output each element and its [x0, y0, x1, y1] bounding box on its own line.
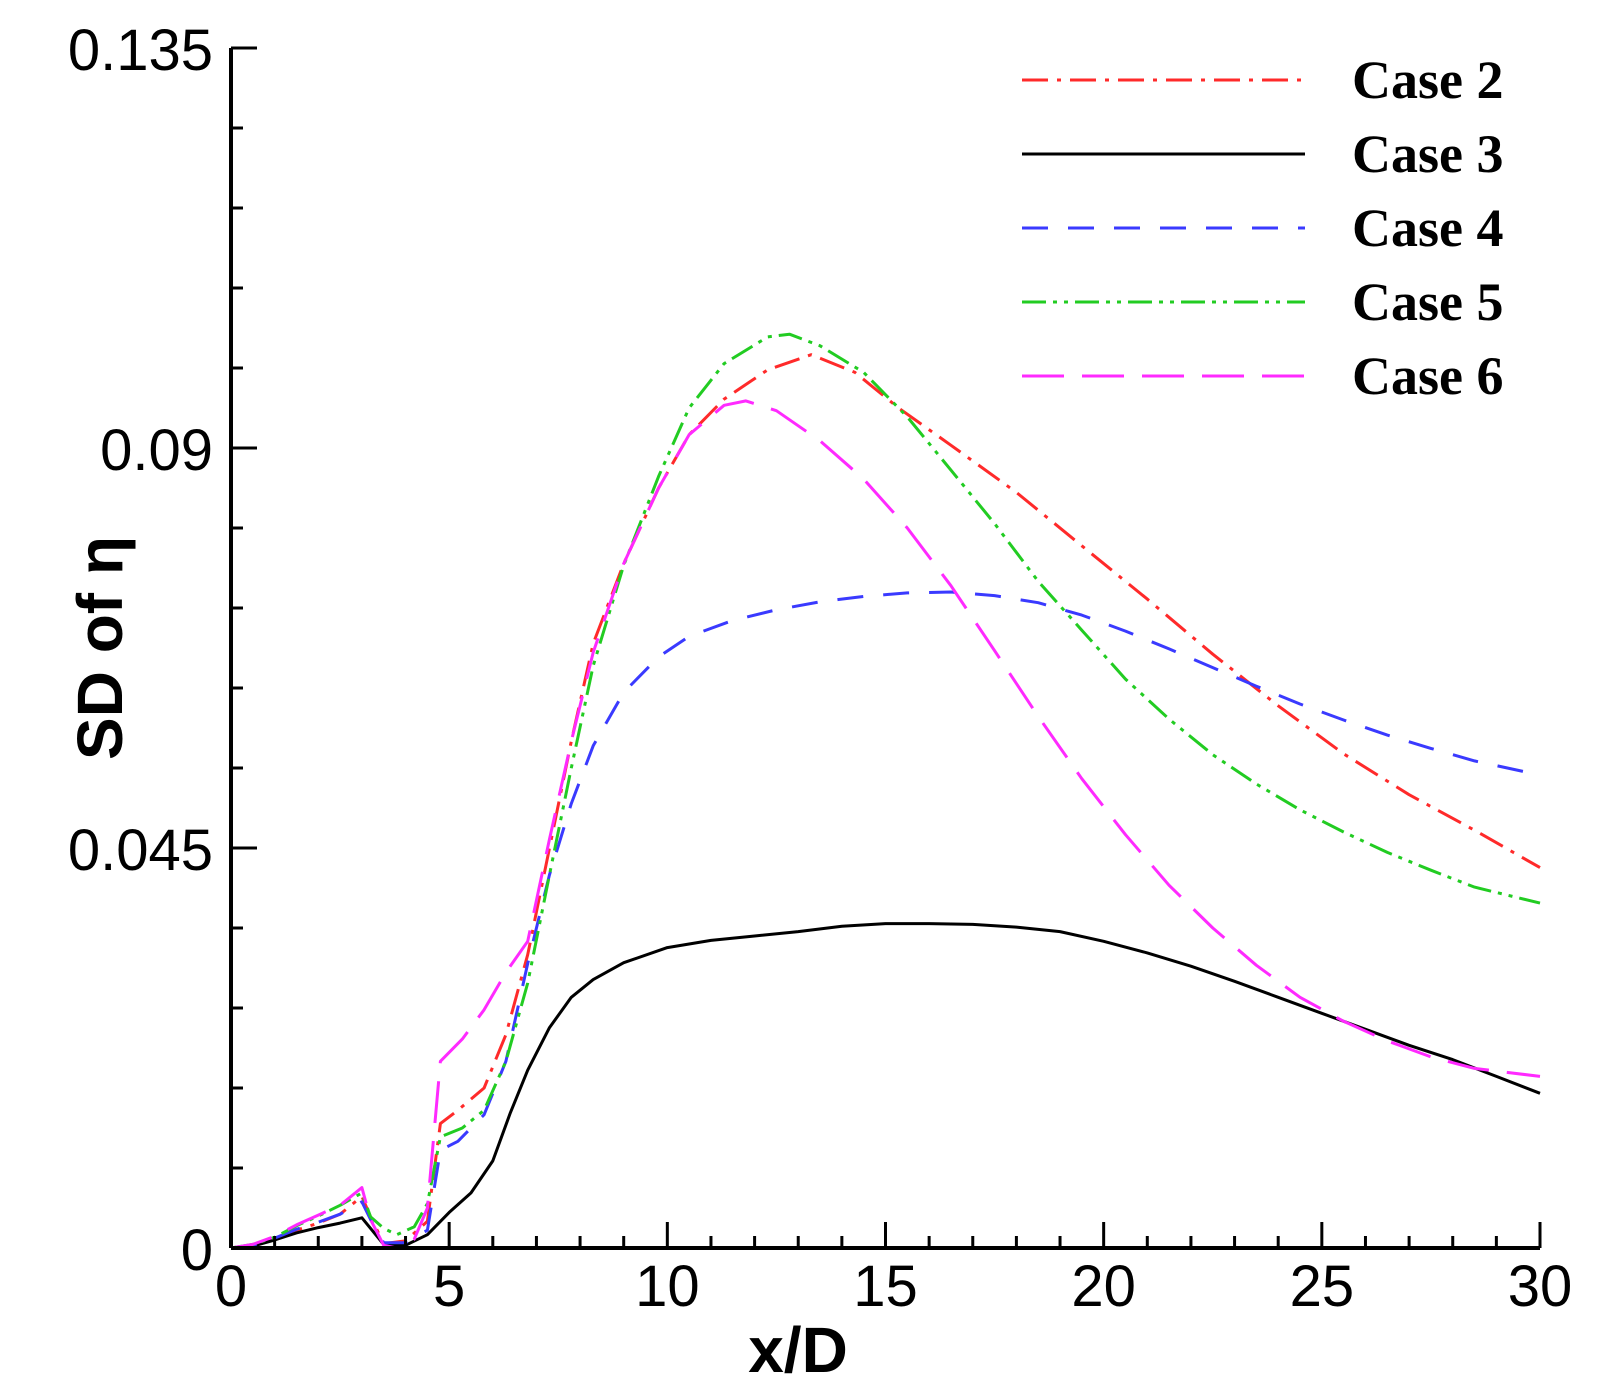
x-axis-title: x/D [748, 1314, 848, 1386]
x-tick-label: 10 [635, 1254, 700, 1319]
x-tick-label: 0 [215, 1254, 247, 1319]
legend-label: Case 4 [1352, 198, 1503, 258]
series-line-case-6 [230, 399, 1541, 1250]
series-layer [230, 332, 1541, 1250]
y-tick-label: 0.045 [68, 818, 213, 883]
y-tick-label: 0.09 [100, 418, 213, 483]
x-tick-label: 15 [853, 1254, 918, 1319]
x-tick-label: 5 [433, 1254, 465, 1319]
legend-label: Case 5 [1352, 272, 1503, 332]
x-tick-label: 30 [1508, 1254, 1573, 1319]
y-tick-label: 0.135 [68, 18, 213, 83]
y-tick-label: 0 [181, 1218, 213, 1283]
series-line-case-5 [230, 332, 1541, 1250]
series-line-case-2 [230, 353, 1541, 1250]
legend-label: Case 2 [1352, 50, 1503, 110]
series-line-case-4 [230, 590, 1541, 1250]
legend-label: Case 6 [1352, 346, 1503, 406]
series-line-case-3 [230, 922, 1541, 1250]
x-tick-label: 25 [1290, 1254, 1355, 1319]
x-tick-label: 20 [1071, 1254, 1136, 1319]
axes-layer: 0 5 10 15 20 25 30 0 0.045 0.09 0.135 x/D SD of η [64, 18, 1572, 1386]
legend: Case 2 Case 3 Case 4 Case 5 Case 6 [1022, 50, 1503, 406]
y-axis-title: SD of η [64, 536, 136, 760]
legend-label: Case 3 [1352, 124, 1503, 184]
